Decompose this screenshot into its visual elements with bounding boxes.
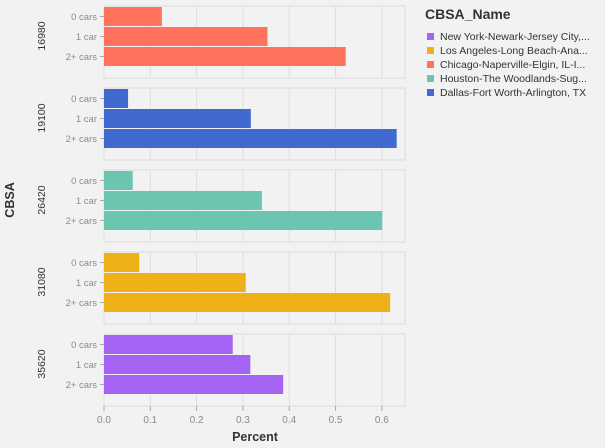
category-label: 0 cars [71, 176, 97, 187]
category-label: 1 car [76, 278, 97, 289]
legend-item: New York-Newark-Jersey City,... [427, 31, 590, 43]
category-label: 2+ cars [66, 380, 98, 391]
category-label: 2+ cars [66, 52, 98, 63]
legend-item: Los Angeles-Long Beach-Ana... [427, 45, 588, 57]
bar-26420-2cars [104, 211, 383, 230]
bar-19100-1car [104, 109, 251, 128]
category-label: 2+ cars [66, 216, 98, 227]
legend-label: Dallas-Fort Worth-Arlington, TX [440, 87, 586, 99]
bar-35620-0cars [104, 335, 233, 354]
category-label: 0 cars [71, 258, 97, 269]
legend-item: Chicago-Naperville-Elgin, IL-I... [427, 59, 585, 71]
x-axis: 0.0 0.1 0.2 0.3 0.4 0.5 0.6 [97, 406, 389, 426]
facet-label: 26420 [36, 185, 48, 214]
facet-panel-19100: 0 cars 1 car 2+ cars 19100 [36, 87, 406, 161]
legend-title: CBSA_Name [425, 6, 511, 22]
category-label: 1 car [76, 32, 97, 43]
bar-35620-1car [104, 355, 251, 374]
bar-31080-1car [104, 273, 246, 292]
x-tick-label: 0.5 [329, 415, 343, 426]
category-label: 1 car [76, 114, 97, 125]
legend-label: Chicago-Naperville-Elgin, IL-I... [440, 59, 585, 71]
bar-16980-2cars [104, 47, 346, 66]
facet-label: 16980 [36, 21, 48, 50]
legend-swatch [427, 33, 434, 40]
bar-19100-0cars [104, 89, 129, 108]
facet-panel-31080: 0 cars 1 car 2+ cars 31080 [36, 251, 406, 325]
bar-26420-1car [104, 191, 262, 210]
x-axis-title: Percent [232, 430, 279, 444]
bar-31080-2cars [104, 293, 391, 312]
bar-26420-0cars [104, 171, 133, 190]
bar-31080-0cars [104, 253, 140, 272]
category-label: 0 cars [71, 94, 97, 105]
x-tick-label: 0.4 [282, 415, 296, 426]
bar-16980-1car [104, 27, 268, 46]
category-label: 2+ cars [66, 134, 98, 145]
legend-swatch [427, 61, 434, 68]
facet-panel-16980: 0 cars 1 car 2+ cars 16980 [36, 5, 406, 79]
x-tick-label: 0.3 [236, 415, 250, 426]
legend-item: Dallas-Fort Worth-Arlington, TX [427, 87, 586, 99]
category-label: 0 cars [71, 12, 97, 23]
legend-swatch [427, 47, 434, 54]
facet-panels: 0 cars 1 car 2+ cars 16980 0 cars 1 car 2+ car… [36, 5, 406, 407]
bar-19100-2cars [104, 129, 397, 148]
facet-panel-26420: 0 cars 1 car 2+ cars 26420 [36, 169, 406, 243]
x-tick-label: 0.2 [190, 415, 204, 426]
facet-label: 35620 [36, 349, 48, 378]
bar-16980-0cars [104, 7, 162, 26]
legend-label: Houston-The Woodlands-Sug... [440, 73, 587, 85]
x-tick-label: 0.1 [143, 415, 157, 426]
category-label: 0 cars [71, 340, 97, 351]
legend-item: Houston-The Woodlands-Sug... [427, 73, 587, 85]
legend: CBSA_Name New York-Newark-Jersey City,...… [425, 6, 590, 99]
bar-35620-2cars [104, 375, 284, 394]
legend-label: New York-Newark-Jersey City,... [440, 31, 590, 43]
category-label: 1 car [76, 196, 97, 207]
facet-axis-title: CBSA [3, 182, 17, 217]
x-tick-label: 0.6 [375, 415, 389, 426]
legend-swatch [427, 89, 434, 96]
category-label: 2+ cars [66, 298, 98, 309]
facet-panel-35620: 0 cars 1 car 2+ cars 35620 [36, 333, 406, 407]
legend-swatch [427, 75, 434, 82]
x-tick-label: 0.0 [97, 415, 111, 426]
facet-label: 31080 [36, 267, 48, 296]
facet-label: 19100 [36, 103, 48, 132]
legend-label: Los Angeles-Long Beach-Ana... [440, 45, 588, 57]
category-label: 1 car [76, 360, 97, 371]
